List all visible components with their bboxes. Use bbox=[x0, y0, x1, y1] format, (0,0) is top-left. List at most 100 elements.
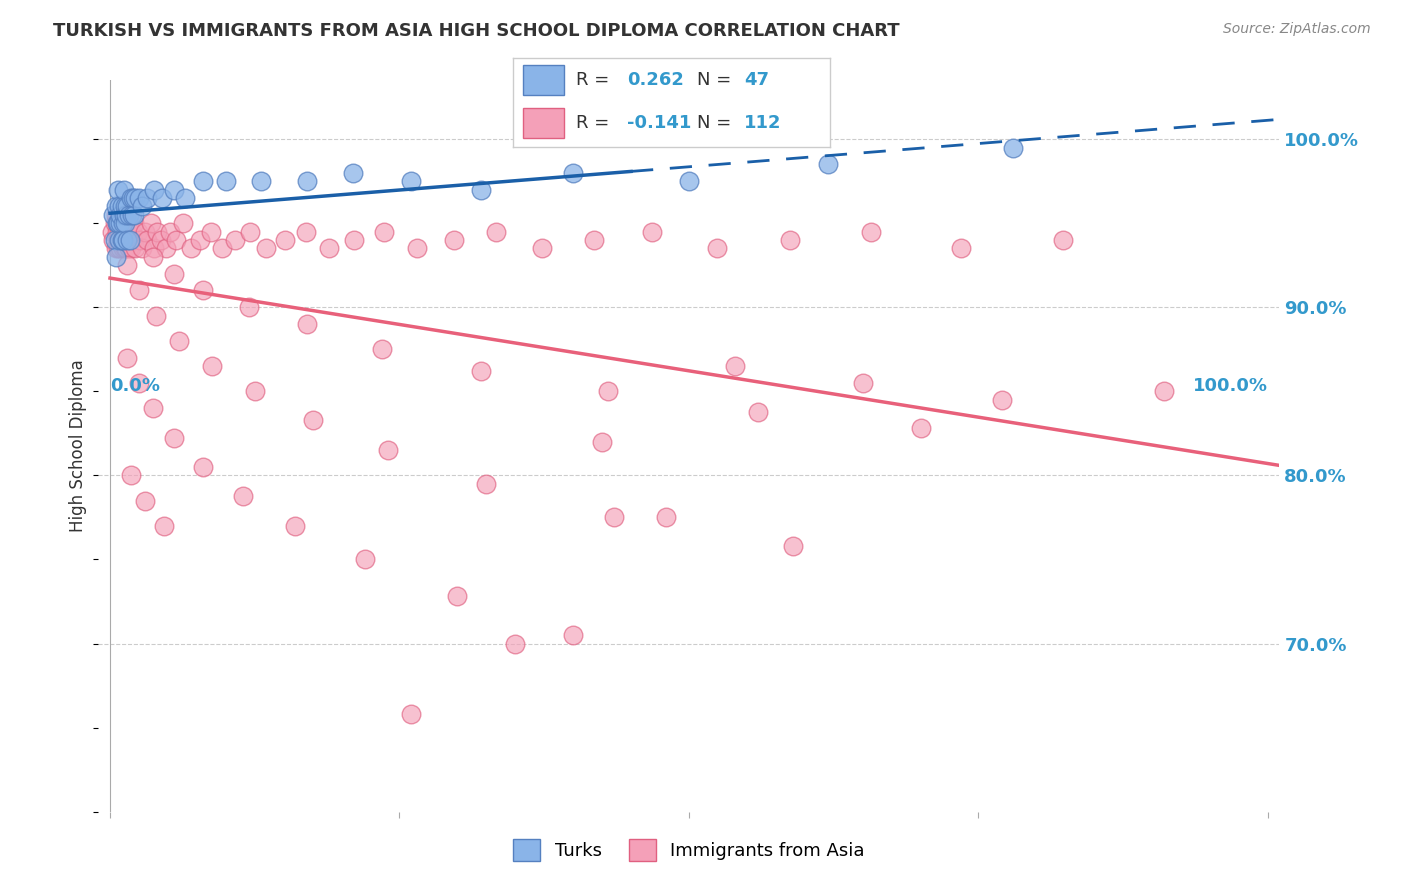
Point bbox=[131, 199, 153, 213]
Point bbox=[950, 242, 973, 256]
Point bbox=[211, 242, 233, 256]
Point bbox=[163, 267, 186, 281]
Point bbox=[779, 233, 801, 247]
Point bbox=[180, 242, 202, 256]
Point bbox=[103, 208, 125, 222]
Point bbox=[111, 233, 134, 247]
Point bbox=[353, 552, 375, 566]
Point bbox=[399, 707, 422, 722]
Point bbox=[301, 413, 323, 427]
Point bbox=[503, 636, 526, 650]
Point bbox=[104, 199, 127, 213]
Point bbox=[121, 208, 143, 222]
Point bbox=[470, 364, 492, 378]
Point bbox=[117, 208, 139, 222]
Point bbox=[1002, 140, 1025, 154]
Point bbox=[117, 233, 139, 247]
Point bbox=[110, 233, 132, 247]
Point bbox=[124, 208, 146, 222]
Point bbox=[117, 225, 139, 239]
Point bbox=[373, 225, 395, 239]
Point bbox=[582, 233, 605, 247]
Point bbox=[443, 233, 465, 247]
Point bbox=[294, 225, 316, 239]
Point bbox=[107, 242, 129, 256]
Point bbox=[274, 233, 297, 247]
Text: TURKISH VS IMMIGRANTS FROM ASIA HIGH SCHOOL DIPLOMA CORRELATION CHART: TURKISH VS IMMIGRANTS FROM ASIA HIGH SCH… bbox=[53, 22, 900, 40]
Point bbox=[117, 242, 139, 256]
Point bbox=[142, 250, 165, 264]
Text: N =: N = bbox=[697, 114, 731, 132]
Point bbox=[146, 225, 169, 239]
Point bbox=[136, 233, 159, 247]
Point bbox=[115, 216, 138, 230]
Point bbox=[110, 233, 132, 247]
Point bbox=[591, 434, 613, 449]
Point bbox=[114, 225, 136, 239]
Text: 0.0%: 0.0% bbox=[110, 376, 160, 394]
Bar bbox=[523, 108, 564, 138]
Bar bbox=[523, 65, 564, 95]
Point bbox=[371, 343, 394, 357]
Point bbox=[254, 242, 277, 256]
Point bbox=[159, 225, 181, 239]
Point bbox=[859, 225, 882, 239]
Point bbox=[121, 225, 143, 239]
Point bbox=[104, 233, 127, 247]
Text: 100.0%: 100.0% bbox=[1192, 376, 1268, 394]
Point bbox=[224, 233, 246, 247]
Point bbox=[200, 225, 222, 239]
Point bbox=[655, 510, 678, 524]
Point bbox=[215, 174, 238, 188]
Point bbox=[163, 432, 186, 446]
Text: 112: 112 bbox=[744, 114, 782, 132]
Point bbox=[118, 233, 141, 247]
Point bbox=[108, 233, 131, 247]
Point bbox=[104, 216, 127, 230]
Point bbox=[155, 242, 177, 256]
Point bbox=[104, 208, 127, 222]
Point bbox=[117, 216, 139, 230]
Point bbox=[120, 242, 142, 256]
Point bbox=[117, 199, 139, 213]
Point bbox=[127, 225, 149, 239]
Point bbox=[1052, 233, 1074, 247]
Point bbox=[295, 174, 318, 188]
Point bbox=[112, 216, 135, 230]
Point bbox=[112, 208, 135, 222]
Point bbox=[131, 242, 153, 256]
Point bbox=[134, 225, 156, 239]
Point bbox=[110, 225, 132, 239]
Point bbox=[111, 216, 134, 230]
Text: N =: N = bbox=[697, 71, 731, 89]
Point bbox=[110, 199, 132, 213]
Point bbox=[191, 284, 214, 298]
Point bbox=[111, 225, 134, 239]
Point bbox=[112, 183, 135, 197]
Point bbox=[782, 539, 804, 553]
Point bbox=[108, 199, 131, 213]
Point bbox=[470, 183, 492, 197]
Point bbox=[484, 225, 506, 239]
Point bbox=[117, 351, 139, 365]
Point bbox=[105, 216, 128, 230]
Point bbox=[318, 242, 340, 256]
Text: R =: R = bbox=[576, 114, 610, 132]
Y-axis label: High School Diploma: High School Diploma bbox=[69, 359, 87, 533]
Point bbox=[596, 384, 619, 399]
Point bbox=[108, 216, 131, 230]
Point bbox=[150, 191, 173, 205]
Point bbox=[188, 233, 211, 247]
Text: R =: R = bbox=[576, 71, 610, 89]
Point bbox=[191, 174, 214, 188]
Point bbox=[124, 216, 146, 230]
Point bbox=[153, 519, 176, 533]
Text: Source: ZipAtlas.com: Source: ZipAtlas.com bbox=[1223, 22, 1371, 37]
Point bbox=[191, 460, 214, 475]
Point bbox=[562, 628, 585, 642]
Point bbox=[110, 216, 132, 230]
Point bbox=[115, 242, 138, 256]
Point bbox=[239, 225, 262, 239]
Point bbox=[134, 493, 156, 508]
Point bbox=[243, 384, 266, 399]
